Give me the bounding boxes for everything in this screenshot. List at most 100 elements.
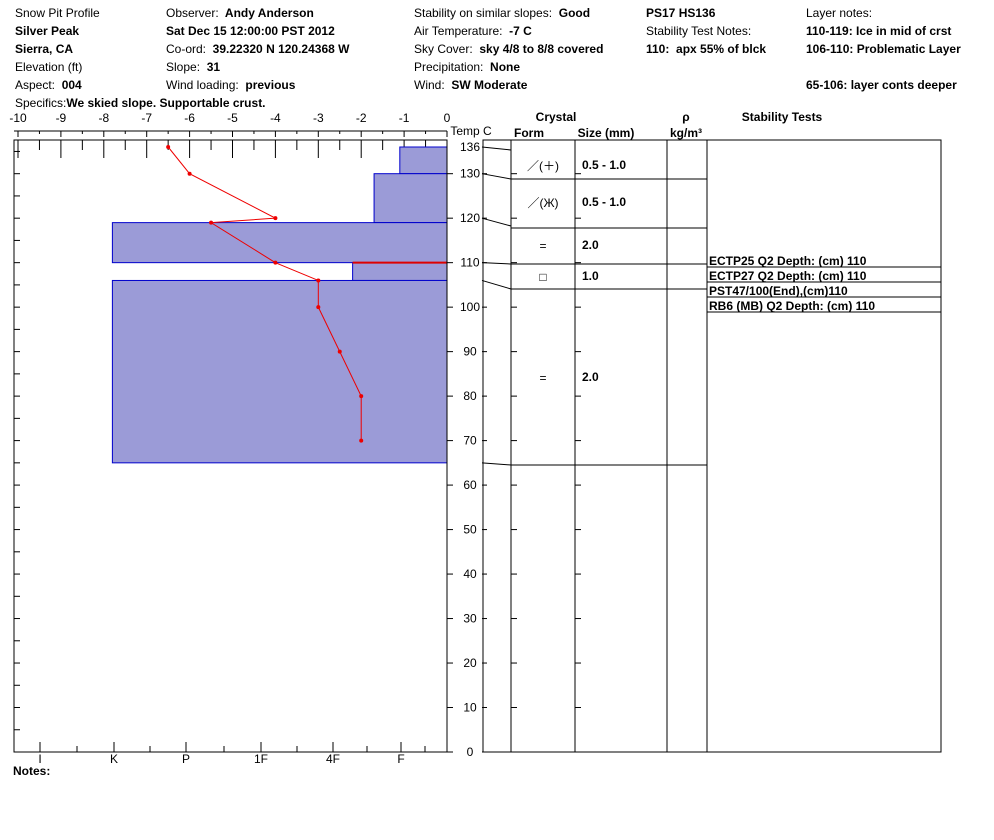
header-label: Wind loading: [166, 78, 239, 92]
crystal-form-symbol: ／(＋) [527, 159, 559, 173]
temp-tick-label: -2 [356, 111, 367, 125]
header-value: -7 C [502, 24, 532, 38]
header-label: Precipitation: [414, 60, 484, 74]
hardness-layer [352, 262, 448, 281]
temp-tick-label: -10 [9, 111, 27, 125]
header-value: previous [238, 78, 296, 92]
crystal-size: 2.0 [582, 370, 599, 384]
table-header: Size (mm) [578, 126, 635, 140]
layer-table-frame [482, 139, 942, 753]
header-value: 65-106: layer conts deeper [806, 78, 957, 92]
stability-test: PST47/100(End),(cm)110 [709, 284, 848, 298]
hardness-label: K [110, 752, 118, 766]
stability-test: ECTP27 Q2 Depth: (cm) 110 [709, 269, 867, 283]
temp-tick-label: -3 [313, 111, 324, 125]
header-col5-row-0: Layer notes: [806, 6, 872, 20]
temperature-point [273, 260, 278, 265]
hardness-label: 1F [254, 752, 268, 766]
header-col3-row-0: Stability on similar slopes: Good [414, 6, 590, 20]
height-tick-label: 30 [463, 612, 477, 626]
temperature-point [359, 438, 364, 443]
layer-connector [481, 279, 512, 290]
temp-tick-label: -6 [184, 111, 195, 125]
temperature-point [359, 394, 364, 399]
temperature-line [167, 146, 362, 441]
layer-connector [481, 146, 512, 151]
height-tick-label: 80 [463, 389, 477, 403]
header-value: Sat Dec 15 12:00:00 PST 2012 [166, 24, 335, 38]
header-col4-row-1: Stability Test Notes: [646, 24, 751, 38]
hardness-layer [399, 146, 448, 175]
header-col3-row-4: Wind: SW Moderate [414, 78, 527, 92]
header-col1-row-3: Elevation (ft) [15, 60, 82, 74]
hardness-label: 4F [326, 752, 340, 766]
height-tick-label: 10 [463, 701, 477, 715]
header-value: 39.22320 N 120.24368 W [206, 42, 350, 56]
header-label: Snow Pit Profile [15, 6, 100, 20]
height-tick-label: 90 [463, 345, 477, 359]
header-label: Air Temperature: [414, 24, 503, 38]
header-label: Wind: [414, 78, 445, 92]
layer-connector [481, 173, 512, 180]
crystal-form-symbol: ／(Ж) [527, 196, 558, 210]
temperature-point [316, 278, 321, 283]
table-header: Stability Tests [742, 110, 823, 124]
hardness-layer [373, 173, 448, 224]
header-col5-row-2: 106-110: Problematic Layer [806, 42, 961, 56]
stability-test: RB6 (MB) Q2 Depth: (cm) 110 [709, 299, 875, 313]
header-label: Layer notes: [806, 6, 873, 20]
temp-tick-label: -5 [227, 111, 238, 125]
temperature-profile [166, 145, 364, 443]
hardness-label: P [182, 752, 190, 766]
header-col2-row-3: Slope: 31 [166, 60, 220, 74]
temperature-point [273, 216, 278, 221]
specifics-row: Specifics:We skied slope. Supportable cr… [15, 96, 266, 110]
header-label: Elevation (ft) [15, 60, 83, 74]
temperature-point [209, 220, 214, 225]
header-col1-row-4: Aspect: 004 [15, 78, 82, 92]
header-col2-row-4: Wind loading: previous [166, 78, 295, 92]
height-tick-label: 20 [463, 656, 477, 670]
crystal-size: 0.5 - 1.0 [582, 195, 626, 209]
crystal-size: 1.0 [582, 269, 599, 283]
specifics-label: Specifics: [15, 96, 67, 110]
header-label: Aspect: [15, 78, 56, 92]
header-label: Co-ord: [166, 42, 207, 56]
height-tick-label: 100 [460, 300, 480, 314]
temperature-point [337, 349, 342, 354]
height-tick-label: 70 [463, 434, 477, 448]
temp-column-header: Temp C [450, 124, 492, 138]
header-col1-row-0: Snow Pit Profile [15, 6, 100, 20]
specifics-value: We skied slope. Supportable crust. [66, 96, 266, 110]
height-tick-label: 50 [463, 523, 477, 537]
layer-connector [481, 217, 512, 227]
header-col2-row-2: Co-ord: 39.22320 N 120.24368 W [166, 42, 349, 56]
header-value: PS17 HS136 [646, 6, 716, 20]
crystal-size: 2.0 [582, 238, 599, 252]
table-header: Form [514, 126, 544, 140]
header-col4-row-0: PS17 HS136 [646, 6, 715, 20]
header-value: 004 [55, 78, 82, 92]
header-value: 31 [200, 60, 221, 74]
header-value: Andy Anderson [218, 6, 314, 20]
height-tick-label: 130 [460, 167, 480, 181]
height-tick-label: 0 [467, 745, 474, 759]
header-col4-row-2: 110: apx 55% of blck [646, 42, 766, 56]
header-value: 110: apx 55% of blck [646, 42, 767, 56]
hardness-label: I [38, 752, 41, 766]
table-header: ρ [682, 110, 689, 124]
header-value: 106-110: Problematic Layer [806, 42, 961, 56]
hardness-layer [111, 222, 448, 264]
header-label: Silver Peak [15, 24, 80, 38]
crystal-form-symbol: = [539, 371, 546, 385]
hardness-label: F [397, 752, 404, 766]
height-tick-label: 60 [463, 478, 477, 492]
header-value: 110-119: Ice in mid of crst [806, 24, 952, 38]
header-value: SW Moderate [444, 78, 528, 92]
header-col2-row-1: Sat Dec 15 12:00:00 PST 2012 [166, 24, 335, 38]
header-value: None [483, 60, 521, 74]
header-col3-row-3: Precipitation: None [414, 60, 520, 74]
crystal-form-symbol: □ [539, 270, 546, 284]
temperature-point [316, 305, 321, 310]
